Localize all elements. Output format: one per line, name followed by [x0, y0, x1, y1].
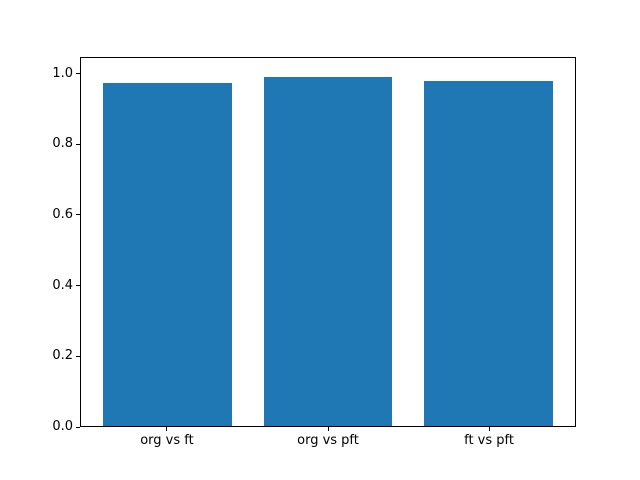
bar-org-vs-pft [263, 76, 393, 426]
y-tick-label: 0.0 [52, 419, 73, 434]
y-tick-mark [76, 143, 80, 145]
x-tick-mark [166, 427, 168, 431]
y-tick-label: 0.6 [52, 206, 73, 222]
y-tick-mark [76, 73, 80, 75]
x-tick-label-org-vs-ft: org vs ft [140, 433, 194, 448]
x-tick-label-ft-vs-pft: ft vs pft [464, 433, 514, 448]
x-tick-label-org-vs-pft: org vs pft [297, 433, 359, 448]
y-tick-label: 0.4 [52, 277, 73, 293]
y-tick-mark [76, 426, 80, 428]
plot-area [80, 57, 576, 427]
y-tick-mark [76, 355, 80, 357]
y-tick-label: 0.2 [52, 348, 73, 364]
y-tick-label: 1.0 [52, 65, 73, 81]
x-tick-mark [488, 427, 490, 431]
y-tick-label: 0.8 [52, 136, 73, 152]
x-tick-mark [327, 427, 329, 431]
bar-ft-vs-pft [424, 80, 553, 426]
y-tick-mark [76, 214, 80, 216]
bar-org-vs-ft [103, 82, 232, 426]
y-tick-mark [76, 285, 80, 287]
